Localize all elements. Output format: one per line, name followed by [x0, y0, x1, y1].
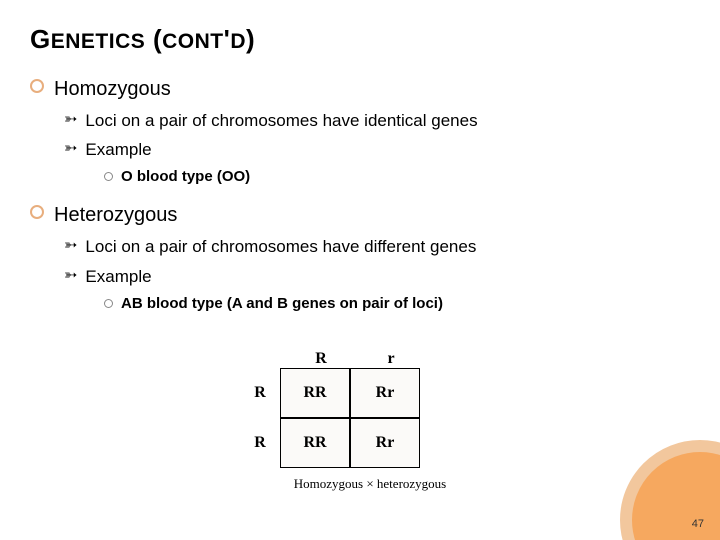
list-item: ➳ Example — [64, 136, 690, 163]
sub-item-text: O blood type (OO) — [121, 165, 250, 189]
punnett-cell: RR — [280, 368, 350, 418]
list-item: ➳ Example — [64, 263, 690, 290]
swirl-bullet-icon: ➳ — [64, 263, 77, 290]
heading-text: Heterozygous — [54, 199, 177, 231]
small-ring-bullet-icon — [104, 299, 113, 308]
slide-content: Homozygous ➳ Loci on a pair of chromosom… — [30, 73, 690, 316]
list-item: ➳ Loci on a pair of chromosomes have ide… — [64, 107, 690, 134]
sub-list-item: O blood type (OO) — [104, 165, 690, 189]
swirl-bullet-icon: ➳ — [64, 136, 77, 163]
swirl-bullet-icon: ➳ — [64, 233, 77, 260]
small-ring-bullet-icon — [104, 172, 113, 181]
punnett-cell: RR — [280, 418, 350, 468]
ring-bullet-icon — [30, 79, 44, 93]
item-text: Loci on a pair of chromosomes have diffe… — [85, 233, 476, 260]
slide: GENETICS (CONT'D) Homozygous ➳ Loci on a… — [0, 0, 720, 540]
punnett-square: R r R RR Rr R RR Rr Homozygous × heteroz… — [240, 350, 480, 492]
slide-title: GENETICS (CONT'D) — [30, 24, 690, 55]
punnett-row: R RR Rr — [240, 418, 480, 468]
heading-text: Homozygous — [54, 73, 171, 105]
sub-list-item: AB blood type (A and B genes on pair of … — [104, 292, 690, 316]
col-label: r — [356, 350, 426, 368]
punnett-col-labels: R r — [286, 350, 480, 368]
ring-bullet-icon — [30, 205, 44, 219]
list-item: ➳ Loci on a pair of chromosomes have dif… — [64, 233, 690, 260]
punnett-cell: Rr — [350, 368, 420, 418]
sub-item-text: AB blood type (A and B genes on pair of … — [121, 292, 443, 316]
decorative-circle-icon — [620, 440, 720, 540]
row-label: R — [240, 418, 280, 468]
item-text: Example — [85, 136, 151, 163]
page-number: 47 — [692, 518, 704, 530]
row-label: R — [240, 368, 280, 418]
punnett-caption: Homozygous × heterozygous — [260, 476, 480, 492]
punnett-cell: Rr — [350, 418, 420, 468]
item-text: Loci on a pair of chromosomes have ident… — [85, 107, 477, 134]
col-label: R — [286, 350, 356, 368]
swirl-bullet-icon: ➳ — [64, 107, 77, 134]
punnett-row: R RR Rr — [240, 368, 480, 418]
section-heading: Heterozygous — [30, 199, 690, 231]
item-text: Example — [85, 263, 151, 290]
section-heading: Homozygous — [30, 73, 690, 105]
